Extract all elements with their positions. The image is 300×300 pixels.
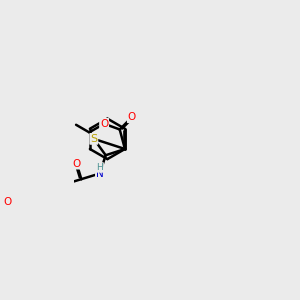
Text: O: O (73, 159, 81, 169)
Text: O: O (128, 112, 136, 122)
Text: N: N (96, 169, 103, 178)
Text: H: H (96, 163, 103, 172)
Text: O: O (100, 119, 108, 129)
Text: O: O (4, 196, 12, 207)
Text: S: S (90, 134, 98, 144)
